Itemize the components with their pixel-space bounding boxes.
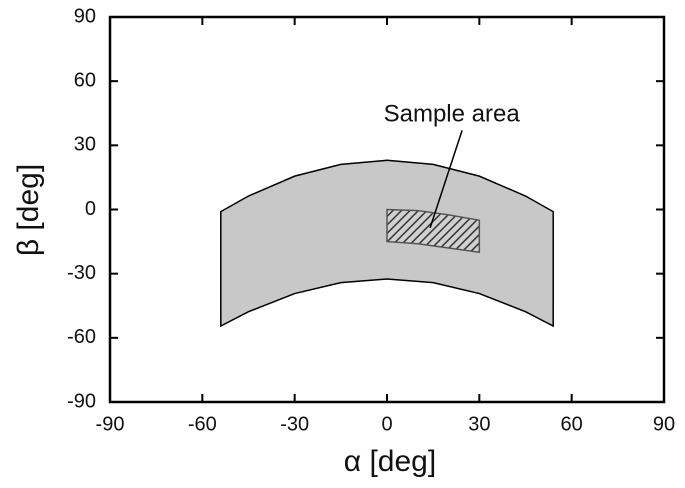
annotation-line: [429, 130, 463, 229]
y-tick-label: 30: [74, 134, 96, 156]
x-tick-label: 0: [381, 413, 392, 435]
x-axis-title: α [deg]: [344, 445, 436, 478]
x-tick-label: -60: [188, 413, 217, 435]
x-tick-label: 60: [561, 413, 583, 435]
x-tick-label: -90: [96, 413, 125, 435]
y-tick-label: -30: [67, 262, 96, 284]
y-tick-label: -90: [67, 390, 96, 412]
x-tick-label: -30: [280, 413, 309, 435]
y-axis-title: β [deg]: [12, 164, 45, 256]
annotation: Sample area: [384, 101, 521, 128]
y-tick-label: 0: [85, 198, 96, 220]
region: [220, 159, 554, 328]
y-tick-label: -60: [67, 326, 96, 348]
x-tick-label: 90: [653, 413, 675, 435]
x-tick-label: 30: [468, 413, 490, 435]
y-tick-label: 60: [74, 69, 96, 91]
region: [386, 208, 481, 254]
y-tick-label: 90: [74, 5, 96, 27]
